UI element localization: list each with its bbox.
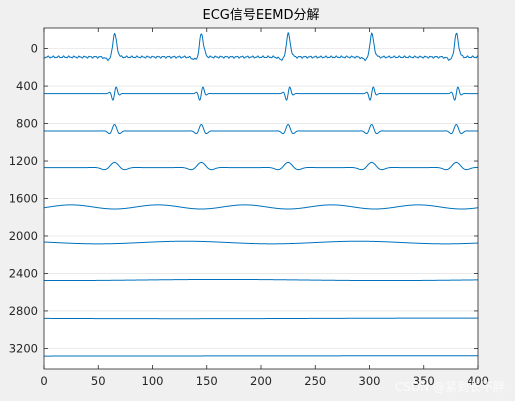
x-tick-label: 350 bbox=[413, 374, 435, 388]
series-line bbox=[43, 204, 479, 210]
x-tick-label: 50 bbox=[91, 374, 106, 388]
series-line bbox=[44, 278, 478, 282]
chart-title: ECG信号EEMD分解 bbox=[202, 8, 319, 23]
axis-ticks: 0 400 800 1200 1600 2000 2400 2800 3200 0 50 100 150… bbox=[9, 28, 489, 388]
series-line bbox=[44, 317, 478, 320]
x-tick-label: 0 bbox=[40, 374, 47, 388]
series-line bbox=[43, 32, 478, 62]
y-tick-label: 400 bbox=[16, 79, 38, 93]
y-tick-label: 1600 bbox=[9, 192, 38, 206]
x-tick-label: 300 bbox=[359, 374, 381, 388]
y-tick-label: 2800 bbox=[9, 304, 38, 318]
x-tick-label: 100 bbox=[142, 374, 164, 388]
series-line bbox=[43, 240, 479, 245]
x-tick-label: 400 bbox=[467, 374, 489, 388]
series-line bbox=[44, 86, 478, 101]
y-tick-label: 2400 bbox=[9, 266, 38, 280]
y-tick-label: 1200 bbox=[9, 154, 38, 168]
x-tick-label: 150 bbox=[196, 374, 218, 388]
y-tick-label: 0 bbox=[31, 42, 38, 56]
series-line bbox=[44, 161, 478, 171]
series-line bbox=[44, 123, 478, 135]
series-lines bbox=[43, 32, 479, 357]
grid-lines bbox=[44, 48, 478, 349]
y-tick-label: 3200 bbox=[9, 341, 38, 355]
x-tick-label: 200 bbox=[250, 374, 272, 388]
y-tick-label: 2000 bbox=[9, 229, 38, 243]
watermark-text: CSDN @紧到长不胖 bbox=[395, 380, 505, 394]
y-tick-label: 800 bbox=[16, 117, 38, 131]
x-tick-label: 250 bbox=[304, 374, 326, 388]
